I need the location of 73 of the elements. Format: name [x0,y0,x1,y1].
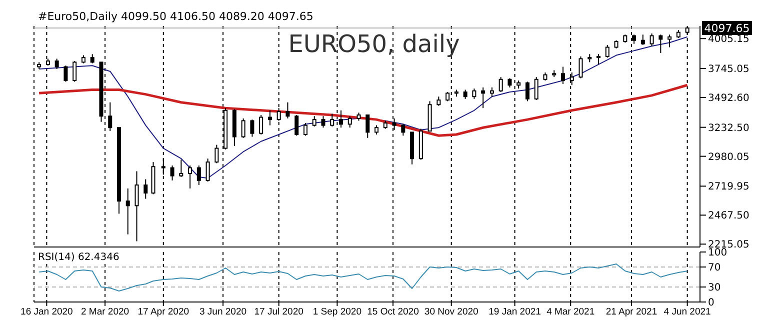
x-tick-label: 1 Sep 2020 [312,306,362,318]
candlestick [525,81,530,102]
y-tick-label: 2980.05 [708,152,750,163]
x-tick-label: 4 Mar 2021 [546,306,595,318]
chart-subtitle: #Euro50,Daily 4099.50 4106.50 4089.20 4097.65 [38,10,314,23]
candlestick [259,114,264,135]
y-tick-label: 4005.15 [708,34,750,46]
candlestick [348,116,352,128]
candlestick [640,34,645,46]
candlestick [196,164,201,186]
x-tick-label: 19 Jan 2021 [488,306,541,318]
x-tick-label: 21 Apr 2021 [606,306,658,318]
candlestick [312,116,316,127]
candlestick [241,118,246,138]
candlestick [144,178,148,200]
ref-line-label: 4097.65 [704,22,750,35]
candlestick [436,96,441,106]
candlestick [64,65,68,82]
x-tick-label: 3 Jun 2020 [200,306,247,318]
candlestick [374,124,379,135]
y-tick-label: 3232.50 [708,122,750,134]
candlestick [72,60,77,82]
candlestick [463,89,468,100]
candlestick [578,56,583,79]
candlestick [268,110,272,126]
candlestick [90,54,94,64]
candlestick [188,164,192,189]
candlestick [170,164,174,181]
y-tick-label: 2467.50 [708,210,750,222]
chart-title: EURO50, daily [288,30,460,58]
x-tick-label: 30 Nov 2020 [424,306,478,318]
candlestick [596,54,601,65]
candlestick [658,34,663,54]
candlestick [366,114,370,138]
y-tick-label: 3745.05 [708,64,750,76]
candlestick [321,116,326,128]
candlestick [303,122,308,136]
x-tick-label: 4 Jun 2021 [664,306,711,318]
candlestick [401,124,406,136]
line-series [38,264,688,292]
candlestick [508,78,512,88]
candlestick [214,144,219,164]
chart-title: RSI(14) 62.4346 [38,252,120,263]
candlestick [481,86,486,109]
candlestick [650,32,654,47]
candlestick [668,34,672,48]
y-tick-label: 2719.95 [708,182,750,193]
candlestick [294,114,299,136]
y-tick-label: 0 [708,298,714,309]
candlestick [490,86,494,98]
line-series [38,84,689,137]
candlestick [126,188,130,235]
candlestick [472,88,476,100]
candlestick [605,44,610,58]
candlestick [250,119,254,138]
candlestick [330,113,334,127]
x-tick-label: 2 Mar 2020 [81,306,130,318]
y-tick-label: 3492.60 [708,93,750,104]
candlestick [560,66,565,84]
candlestick [108,102,112,132]
y-tick-label: 30 [708,282,721,294]
candlestick [206,158,210,182]
candlestick [54,58,59,70]
x-tick-label: 16 Jan 2020 [20,306,73,318]
candlestick [534,76,538,101]
candlestick [498,76,503,93]
candlestick [134,170,139,242]
x-tick-label: 17 Jul 2020 [254,306,304,318]
candlestick [286,102,290,119]
x-tick-label: 15 Oct 2020 [367,306,419,318]
candlestick [179,159,184,178]
x-tick-label: 17 Apr 2020 [138,306,190,318]
y-tick-label: 70 [708,262,721,274]
